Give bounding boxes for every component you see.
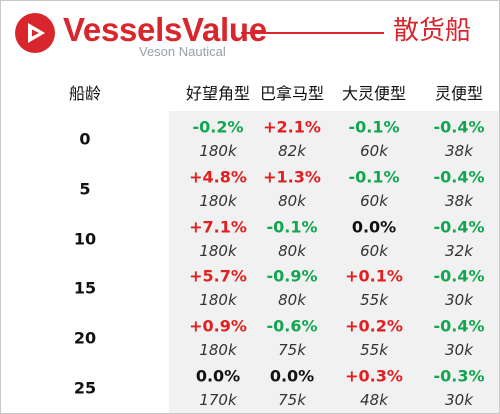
vessel-value-cell: 180k — [199, 291, 237, 310]
vessel-value-cell: 75k — [278, 341, 306, 360]
age-column-header: 船龄 — [68, 84, 102, 103]
value-change-cell: +4.8% — [189, 167, 247, 187]
brand-subtitle: Veson Nautical — [139, 44, 226, 59]
value-change-cell: +7.1% — [189, 217, 247, 237]
vessel-value-cell: 30k — [445, 391, 473, 409]
value-change-cell: +1.3% — [263, 167, 321, 187]
vessel-value-cell: 60k — [360, 191, 388, 210]
vessel-value-cell: 170k — [199, 391, 237, 409]
value-change-cell: +0.1% — [345, 266, 403, 286]
value-change-cell: 0.0% — [195, 366, 241, 386]
vessel-value-cell: 38k — [445, 191, 473, 210]
vessel-value-cell: 80k — [278, 191, 306, 210]
value-change-cell: +0.3% — [345, 366, 403, 386]
value-change-cell: -0.9% — [266, 266, 318, 286]
age-label: 20 — [73, 328, 97, 348]
vessel-value-cell: 60k — [360, 241, 388, 260]
vessel-value-cell: 30k — [445, 291, 473, 310]
vessel-value-cell: 180k — [199, 341, 237, 360]
vessel-value-cell: 80k — [278, 291, 306, 310]
value-change-cell: +0.2% — [345, 316, 403, 336]
vessel-value-cell: 80k — [278, 241, 306, 260]
table-data-background — [169, 111, 499, 413]
vessel-value-cell: 38k — [445, 142, 473, 160]
vesselsvalue-logo-icon — [15, 13, 55, 53]
vessel-value-cell: 48k — [360, 391, 388, 409]
vessel-value-cell: 82k — [278, 142, 306, 160]
value-change-cell: +0.9% — [189, 316, 247, 336]
value-change-cell: 0.0% — [269, 366, 315, 386]
vessel-value-cell: 55k — [360, 291, 388, 310]
age-label: 15 — [73, 278, 97, 298]
value-change-cell: -0.4% — [433, 167, 485, 187]
vessel-value-cell: 180k — [199, 191, 237, 210]
column-header: 灵便型 — [434, 84, 484, 103]
vessel-value-cell: 180k — [199, 142, 237, 160]
age-label: 25 — [73, 378, 97, 398]
vessel-value-cell: 55k — [360, 341, 388, 360]
value-change-cell: -0.1% — [348, 117, 400, 137]
value-change-cell: -0.3% — [433, 366, 485, 386]
value-change-cell: -0.4% — [433, 266, 485, 286]
segment-title: 散货船 — [393, 16, 472, 46]
value-change-cell: -0.1% — [266, 217, 318, 237]
age-label: 0 — [79, 129, 91, 149]
vessel-value-cell: 60k — [360, 142, 388, 160]
value-change-cell: +2.1% — [263, 117, 321, 137]
value-change-cell: -0.2% — [192, 117, 244, 137]
column-header: 好望角型 — [185, 84, 251, 103]
value-change-cell: -0.1% — [348, 167, 400, 187]
value-change-cell: 0.0% — [351, 217, 397, 237]
brand-name: VesselsValue — [63, 11, 267, 48]
value-change-cell: -0.4% — [433, 217, 485, 237]
column-header: 大灵便型 — [341, 84, 407, 103]
column-header: 巴拿马型 — [259, 84, 325, 103]
value-change-cell: -0.6% — [266, 316, 318, 336]
vessel-value-cell: 30k — [445, 341, 473, 360]
value-change-cell: +5.7% — [189, 266, 247, 286]
age-label: 5 — [79, 179, 91, 199]
vessel-value-cell: 180k — [199, 241, 237, 260]
vessel-value-cell: 32k — [445, 241, 473, 260]
value-change-cell: -0.4% — [433, 117, 485, 137]
header-divider — [241, 32, 384, 34]
vessel-value-cell: 75k — [278, 391, 306, 409]
value-change-cell: -0.4% — [433, 316, 485, 336]
age-label: 10 — [73, 229, 97, 249]
